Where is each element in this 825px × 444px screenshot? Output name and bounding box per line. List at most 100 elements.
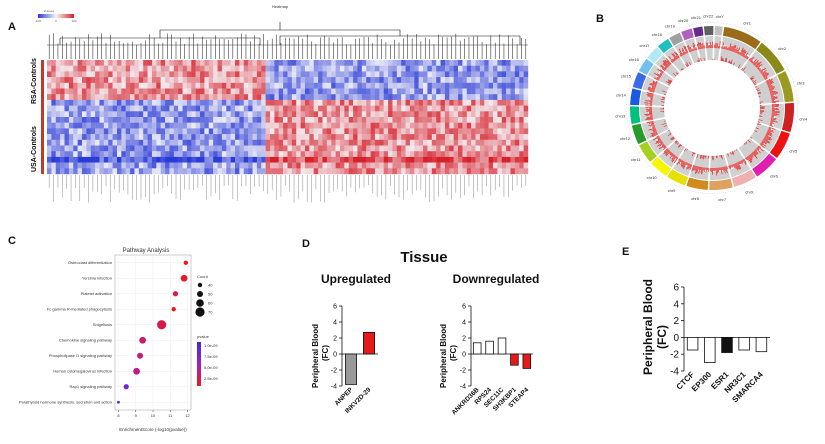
heatmap-cell (440, 145, 446, 152)
circos-peak (766, 132, 772, 136)
heatmap-cell (291, 145, 297, 152)
heatmap-cell (121, 117, 126, 123)
heatmap-cell (248, 99, 253, 106)
pathway-dot (172, 291, 179, 297)
circos-peak (752, 58, 757, 64)
heatmap-cell (300, 94, 306, 101)
y-tick-label: -2 (460, 367, 466, 374)
heatmap-cell (514, 122, 520, 129)
heatmap-cell (99, 94, 105, 101)
circos-inner-peak (743, 143, 745, 145)
heatmap-cell (405, 117, 411, 123)
circos-gap (703, 34, 708, 63)
heatmap-cell (248, 128, 253, 135)
heatmap-cell (344, 71, 349, 78)
heatmap-cell (230, 77, 236, 83)
heatmap-cell (409, 88, 415, 95)
heatmap-cell (217, 60, 223, 66)
heatmap-cell (195, 145, 201, 152)
heatmap-cell (95, 94, 100, 101)
heatmap-cell (374, 94, 380, 101)
heatmap-cell (90, 151, 96, 158)
heatmap-cell (256, 128, 262, 135)
heatmap-cell (322, 94, 328, 101)
heatmap-cell (370, 134, 376, 140)
heatmap-cell (309, 105, 314, 112)
heatmap-cell (217, 77, 223, 83)
heatmap-cell (200, 151, 205, 158)
heatmap-cell (208, 94, 214, 101)
heatmap-cell (147, 134, 153, 140)
heatmap-cell (344, 99, 349, 106)
heatmap-cell (112, 122, 118, 129)
circos-inner-peak (730, 59, 733, 64)
heatmap-cell (204, 111, 209, 118)
circos-inner-peak (700, 154, 703, 160)
heatmap-cell (55, 71, 61, 78)
bar (686, 336, 699, 351)
heatmap-cell (151, 145, 157, 152)
heatmap-cell (466, 162, 472, 169)
heatmap-cell (458, 168, 463, 175)
heatmap-cell (322, 88, 328, 95)
heatmap-cell (300, 82, 306, 89)
heatmap-cell (318, 156, 323, 163)
heatmap-cell (519, 60, 524, 66)
circos-peak (675, 156, 678, 159)
heatmap-cell (178, 134, 183, 140)
heatmap-cell (493, 94, 498, 101)
heatmap-cell (436, 139, 441, 146)
heatmap-cell (165, 111, 170, 118)
heatmap-cell (409, 99, 415, 106)
pathway-dot (183, 260, 189, 265)
heatmap-cell (510, 162, 516, 169)
heatmap-cell (423, 162, 428, 169)
heatmap-cell (99, 128, 105, 135)
heatmap-cell (361, 99, 367, 106)
heatmap-cell (200, 122, 205, 129)
heatmap-cell (130, 162, 135, 169)
heatmap-cell (274, 88, 279, 95)
colorkey-title: Z-score (44, 9, 54, 13)
chromosome-label: chr15 (621, 74, 632, 79)
heatmap-cell (331, 88, 336, 95)
heatmap-cell (165, 168, 170, 175)
circos-peak (735, 49, 739, 54)
heatmap-cell (488, 82, 494, 89)
heatmap-cell (361, 111, 367, 118)
heatmap-cell (138, 111, 144, 118)
heatmap-cell (261, 60, 266, 66)
heatmap-cell (186, 65, 192, 72)
heatmap-cell (90, 145, 96, 152)
heatmap-cell (475, 117, 481, 123)
circos-peak (651, 131, 658, 135)
heatmap-cell (143, 139, 148, 146)
heatmap-cell (396, 77, 402, 83)
heatmap-cell (484, 151, 489, 158)
heatmap-cell (274, 60, 279, 66)
heatmap-cell (261, 139, 266, 146)
heatmap-cell (239, 122, 244, 129)
pathway-xtick-label: 11 (168, 413, 173, 418)
heatmap-cell (366, 128, 371, 135)
heatmap-cell (191, 122, 196, 129)
heatmap-cell (510, 134, 516, 140)
pathway-dot (180, 274, 188, 282)
circos-peak (769, 124, 773, 126)
heatmap-cell (466, 134, 472, 140)
heatmap-cell (208, 162, 214, 169)
heatmap-cell (99, 71, 105, 78)
heatmap-cell (235, 88, 240, 95)
heatmap-cell (300, 168, 306, 175)
heatmap-cell (51, 65, 56, 72)
heatmap-cell (287, 139, 293, 146)
heatmap-cell (462, 94, 467, 101)
heatmap-cell (370, 122, 376, 129)
heatmap-cell (427, 168, 432, 175)
circos-peak (645, 100, 653, 102)
heatmap-cell (309, 77, 314, 83)
heatmap-cell (497, 151, 502, 158)
heatmap-cell (125, 88, 131, 95)
heatmap-cell (383, 117, 389, 123)
heatmap-cell (501, 139, 507, 146)
